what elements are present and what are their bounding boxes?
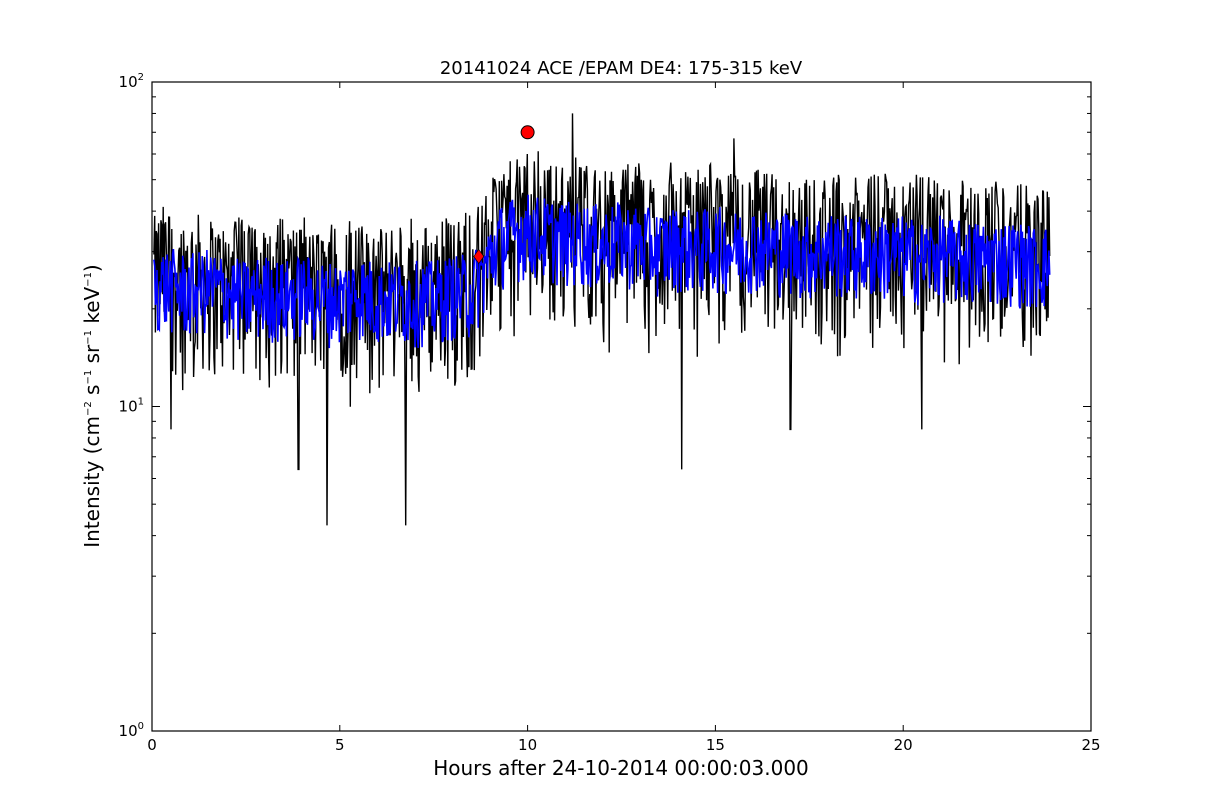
raw-intensity-line — [153, 113, 1051, 526]
y-axis-label-exp-3: −1 — [83, 330, 94, 345]
smoothed-intensity-line — [153, 194, 1051, 349]
y-axis-label-unit-3: sr — [80, 344, 104, 370]
series-raw-intensity — [153, 113, 1051, 526]
y-tick-label: 102 — [119, 72, 144, 91]
x-tick-label: 0 — [147, 736, 157, 754]
onset-marker — [473, 248, 485, 264]
y-axis-label-unit-4: keV — [80, 286, 104, 330]
y-tick-label: 101 — [119, 397, 144, 416]
plot-frame — [151, 81, 1092, 732]
y-axis-label-exp-2: −1 — [83, 370, 94, 385]
peak-marker — [520, 125, 535, 140]
y-axis-label-exp-4: −1 — [83, 272, 94, 287]
chart-title: 20141024 ACE /EPAM DE4: 175-315 keV — [440, 58, 803, 79]
x-axis-label: Hours after 24-10-2014 00:00:03.000 — [433, 756, 809, 780]
x-tick-label: 20 — [894, 736, 913, 754]
y-axis-label-main: Intensity (cm — [80, 416, 104, 548]
y-axis-label-exp-1: −2 — [83, 401, 94, 416]
x-tick-label: 15 — [706, 736, 725, 754]
series-smoothed-intensity — [153, 194, 1051, 349]
x-tick-label: 5 — [335, 736, 345, 754]
y-axis-label-unit-2: s — [80, 385, 104, 402]
y-axis-label: Intensity (cm−2 s−1 sr−1 keV−1) — [80, 264, 104, 548]
x-tick-label: 25 — [1081, 736, 1100, 754]
x-tick-label: 10 — [518, 736, 537, 754]
y-axis-label-close: ) — [80, 264, 104, 272]
y-tick-label: 100 — [119, 721, 144, 740]
